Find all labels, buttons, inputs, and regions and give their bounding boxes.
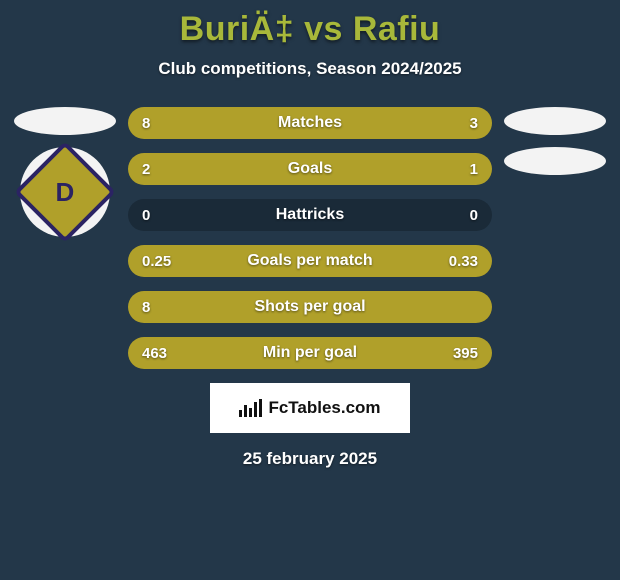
brand-bar xyxy=(244,405,247,417)
brand-bar xyxy=(259,399,262,417)
stat-label: Hattricks xyxy=(128,199,492,231)
brand-logo: FcTables.com xyxy=(239,398,380,418)
badge-inner: D xyxy=(14,141,116,243)
date-text: 25 february 2025 xyxy=(10,449,610,469)
stat-label: Shots per goal xyxy=(128,291,492,323)
stat-label: Goals xyxy=(128,153,492,185)
stat-row: 00Hattricks xyxy=(128,199,492,231)
stat-label: Matches xyxy=(128,107,492,139)
stat-label: Goals per match xyxy=(128,245,492,277)
stats-container: 83Matches 21Goals 00Hattricks 0.250.33Goals… xyxy=(128,107,492,369)
left-club-badge: D xyxy=(20,147,110,237)
body-row: D 83Matches 21Goals 00Hattricks 0.250.33Goa… xyxy=(10,107,610,369)
subtitle: Club competitions, Season 2024/2025 xyxy=(10,59,610,79)
right-club-ellipse xyxy=(504,147,606,175)
comparison-card: BuriÄ‡ vs Rafiu Club competitions, Seaso… xyxy=(0,0,620,580)
brand-text: FcTables.com xyxy=(268,398,380,418)
stat-row: 8Shots per goal xyxy=(128,291,492,323)
stat-row: 463395Min per goal xyxy=(128,337,492,369)
brand-bars-icon xyxy=(239,399,262,417)
brand-bar xyxy=(239,410,242,417)
left-side: D xyxy=(10,107,120,237)
brand-box: FcTables.com xyxy=(210,383,410,433)
right-side xyxy=(500,107,610,175)
stat-row: 21Goals xyxy=(128,153,492,185)
badge-letter: D xyxy=(56,177,75,208)
stat-row: 83Matches xyxy=(128,107,492,139)
left-player-ellipse xyxy=(14,107,116,135)
stat-row: 0.250.33Goals per match xyxy=(128,245,492,277)
stat-label: Min per goal xyxy=(128,337,492,369)
right-player-ellipse xyxy=(504,107,606,135)
page-title: BuriÄ‡ vs Rafiu xyxy=(10,10,610,49)
brand-bar xyxy=(254,402,257,417)
brand-bar xyxy=(249,408,252,417)
